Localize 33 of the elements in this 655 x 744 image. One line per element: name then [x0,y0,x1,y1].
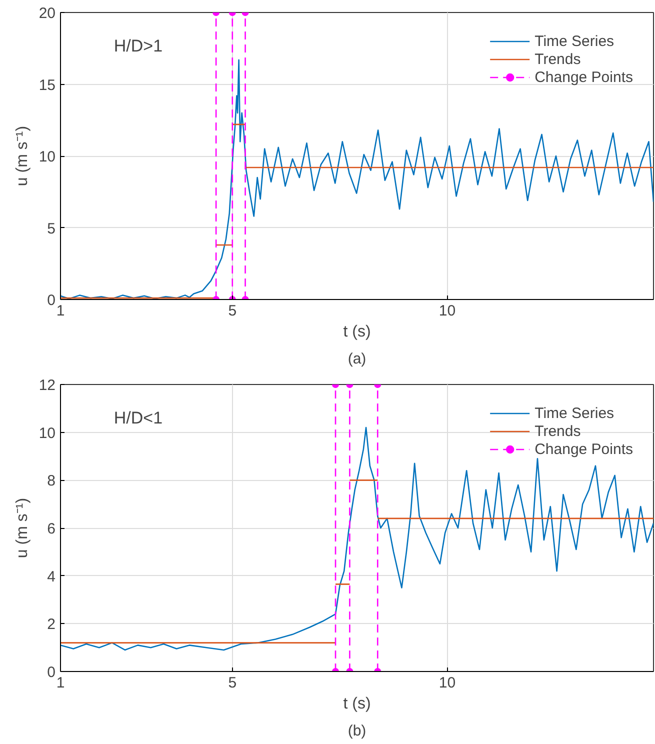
x-tick-label: 10 [438,302,456,320]
y-axis-title: u (m s⁻¹) [14,126,31,186]
y-tick-label: 10 [38,148,56,166]
y-tick-label: 10 [38,424,56,442]
y-tick-label: 0 [47,292,56,309]
y-axis-title: u (m s⁻¹) [14,498,31,558]
text: (a) [348,350,366,368]
y-tick-label: 5 [47,220,56,238]
x-tick-label: 10 [438,674,456,692]
x-axis-title: t (s) [343,696,371,712]
x-tick-label: 5 [228,674,237,692]
x-tick-label: 1 [56,302,65,320]
legend-label: Change Points [534,68,633,86]
legend-label: Trends [534,50,581,68]
y-tick-label: 2 [47,616,56,634]
annotation: H/D>1 [114,36,163,56]
y-tick-label: 4 [47,568,56,586]
annotation: H/D<1 [114,408,163,428]
y-tick-label: 8 [47,472,56,490]
line-series [60,426,654,651]
legend-label: Time Series [534,32,614,50]
x-axis-title: t (s) [343,324,371,340]
legend-label: Time Series [534,404,614,422]
legend-label: Trends [534,422,581,440]
y-tick-label: 6 [47,520,56,538]
y-tick-label: 12 [38,377,56,394]
y-tick-label: 0 [47,664,56,681]
legend-label: Change Points [534,440,633,458]
text: (b) [348,722,366,740]
y-tick-label: 15 [38,76,56,94]
y-tick-label: 20 [38,5,56,22]
x-tick-label: 1 [56,674,65,692]
x-tick-label: 5 [228,302,237,320]
